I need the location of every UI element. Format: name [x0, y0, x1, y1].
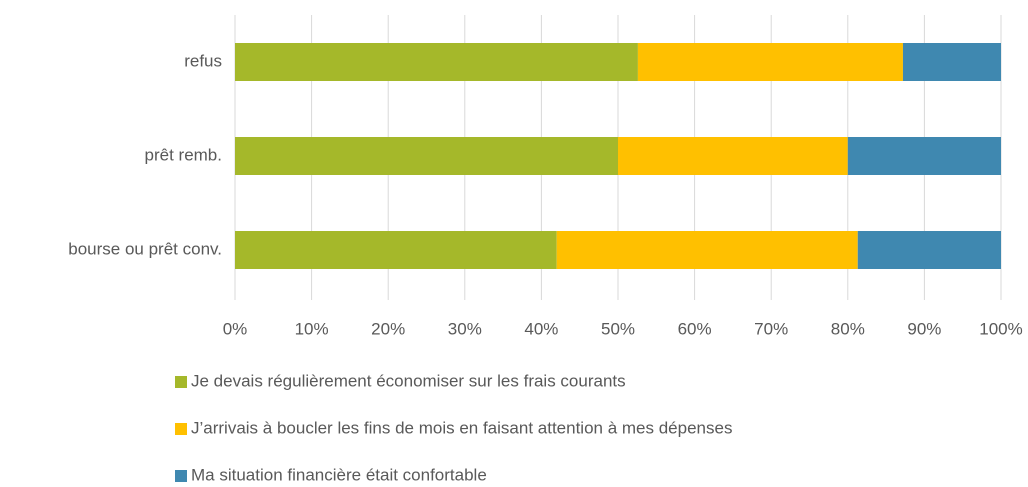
bar-segment	[235, 231, 557, 269]
legend-swatch	[175, 470, 187, 482]
y-tick-label: bourse ou prêt conv.	[68, 239, 222, 258]
legend-label: Ma situation financière était confortabl…	[191, 465, 487, 482]
x-tick-label: 40%	[524, 319, 558, 338]
bar-segment	[902, 43, 1001, 81]
legend-swatch	[175, 376, 187, 388]
bar-segment	[556, 231, 858, 269]
bar-segment	[637, 43, 903, 81]
y-tick-label: prêt remb.	[145, 145, 222, 164]
bar-segment	[847, 137, 1001, 175]
legend-label: J’arrivais à boucler les fins de mois en…	[191, 418, 732, 437]
x-tick-label: 30%	[448, 319, 482, 338]
x-tick-label: 100%	[979, 319, 1022, 338]
x-tick-label: 60%	[678, 319, 712, 338]
bar-segment	[235, 43, 638, 81]
x-tick-label: 80%	[831, 319, 865, 338]
x-tick-label: 10%	[295, 319, 329, 338]
legend-label: Je devais régulièrement économiser sur l…	[191, 371, 626, 390]
bar-segment	[857, 231, 1001, 269]
x-tick-label: 70%	[754, 319, 788, 338]
y-tick-label: refus	[184, 51, 222, 70]
x-tick-label: 0%	[223, 319, 248, 338]
x-tick-label: 50%	[601, 319, 635, 338]
legend-swatch	[175, 423, 187, 435]
x-tick-label: 20%	[371, 319, 405, 338]
x-tick-label: 90%	[907, 319, 941, 338]
bar-segment	[618, 137, 848, 175]
bar-segment	[235, 137, 618, 175]
